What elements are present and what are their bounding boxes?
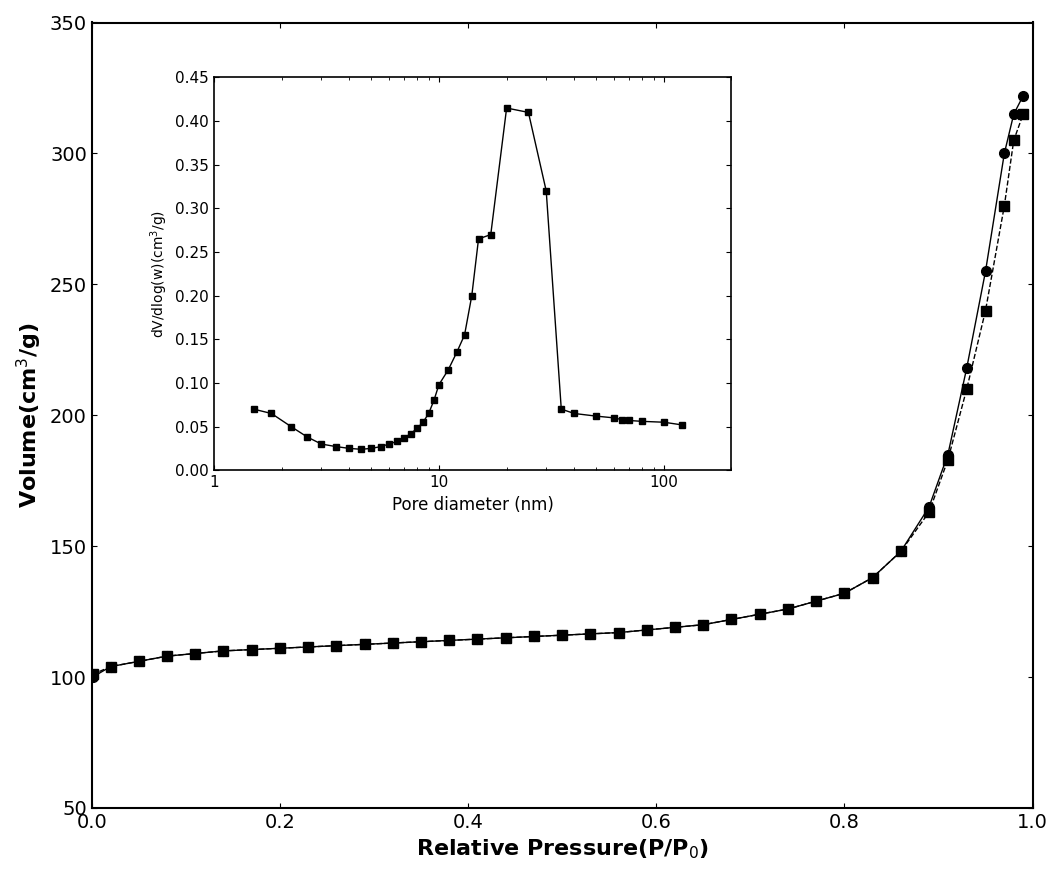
X-axis label: Relative Pressure(P/P$_0$): Relative Pressure(P/P$_0$) xyxy=(416,837,709,861)
Y-axis label: Volume(cm$^3$/g): Volume(cm$^3$/g) xyxy=(15,322,45,508)
